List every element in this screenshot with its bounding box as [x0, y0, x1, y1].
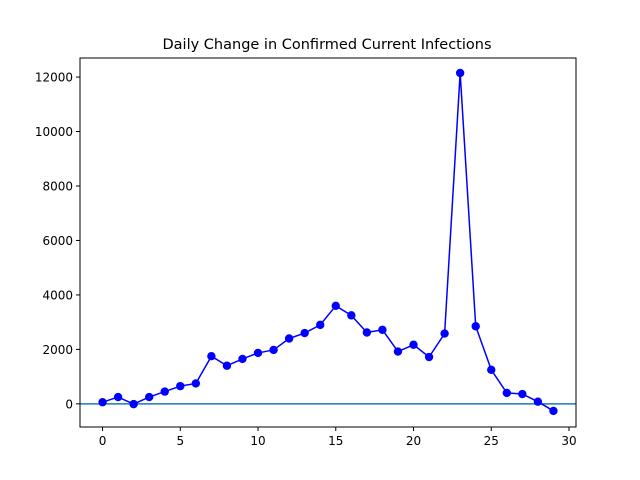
- data-point: [222, 361, 232, 370]
- data-point: [502, 388, 512, 398]
- y-tick-label: 0: [65, 397, 73, 411]
- data-point: [113, 392, 123, 402]
- chart-title: Daily Change in Confirmed Current Infect…: [163, 37, 492, 53]
- x-tick-label: 15: [328, 434, 343, 448]
- data-point: [424, 352, 434, 362]
- y-tick-label: 4000: [42, 288, 73, 302]
- data-point: [331, 301, 340, 311]
- y-tick-label: 2000: [42, 343, 73, 357]
- data-point: [533, 397, 543, 406]
- x-tick-label: 30: [561, 434, 576, 448]
- data-point: [144, 392, 154, 402]
- y-tick-label: 10000: [35, 125, 73, 139]
- data-point: [191, 379, 201, 388]
- x-tick-label: 20: [406, 434, 421, 448]
- data-point: [98, 398, 107, 407]
- axes-frame: [79, 57, 577, 428]
- data-point: [362, 328, 372, 337]
- data-point: [269, 345, 278, 355]
- data-point: [300, 328, 309, 338]
- y-tick-label: 6000: [42, 234, 73, 248]
- data-point: [284, 334, 294, 343]
- data-point: [316, 320, 325, 330]
- plot-area: 0 5 10 15 20 25 30 0 2000 4000 6000 8000 10000 12000: [35, 57, 577, 448]
- data-point: [176, 381, 185, 391]
- data-point: [160, 387, 169, 396]
- data-point: [238, 354, 247, 364]
- data-point: [440, 329, 449, 338]
- data-point: [409, 340, 418, 349]
- data-point: [347, 311, 356, 320]
- data-point: [455, 68, 465, 78]
- data-point: [471, 322, 480, 331]
- data-point: [549, 406, 558, 416]
- data-point: [378, 325, 387, 334]
- data-point: [253, 348, 263, 358]
- data-point: [129, 399, 138, 409]
- x-tick-label: 0: [99, 434, 107, 448]
- data-point: [207, 351, 216, 361]
- data-point: [393, 347, 403, 356]
- x-tick-label: 25: [484, 434, 499, 448]
- x-tick-label: 5: [176, 434, 184, 448]
- y-tick-label: 8000: [42, 179, 73, 193]
- data-point: [487, 365, 496, 375]
- y-tick-label: 12000: [35, 71, 73, 85]
- data-point: [518, 389, 527, 399]
- x-tick-label: 10: [250, 434, 265, 448]
